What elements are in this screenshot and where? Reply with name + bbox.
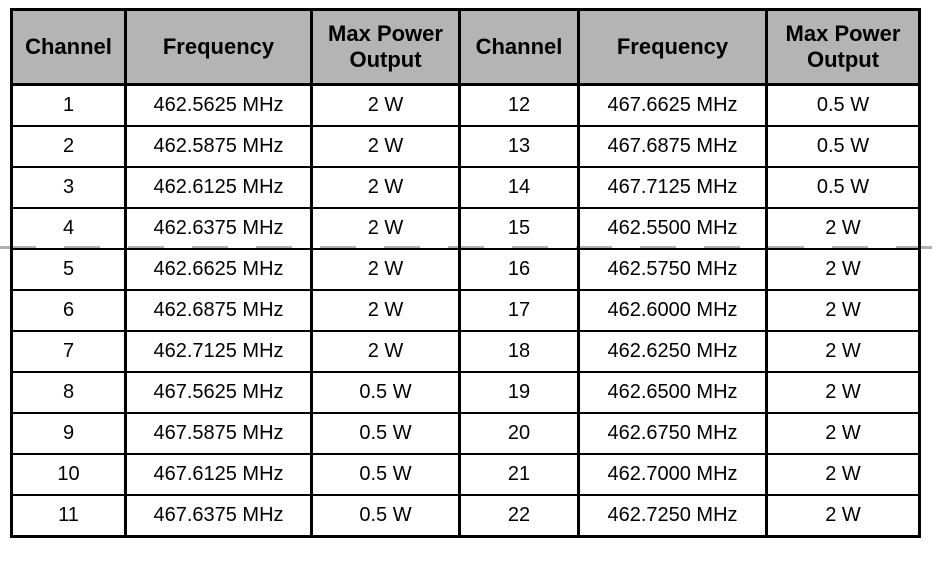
cell-channel: 8 [10,371,127,414]
table-row: 5 462.6625 MHz 2 W 16 462.5750 MHz 2 W [10,248,921,291]
cell-power: 0.5 W [310,453,461,496]
cell-channel: 11 [10,494,127,538]
cell-frequency: 462.6500 MHz [577,371,768,414]
cell-power: 2 W [765,453,921,496]
table-row: 11 467.6375 MHz 0.5 W 22 462.7250 MHz 2 … [10,494,921,538]
channel-frequency-table: Channel Frequency Max Power Output Chann… [10,8,921,538]
cell-channel: 18 [458,330,580,373]
cell-frequency: 467.6625 MHz [577,83,768,127]
cell-channel: 1 [10,83,127,127]
cell-frequency: 467.7125 MHz [577,166,768,209]
table-row: 7 462.7125 MHz 2 W 18 462.6250 MHz 2 W [10,330,921,373]
table-row: 8 467.5625 MHz 0.5 W 19 462.6500 MHz 2 W [10,371,921,414]
cell-power: 2 W [310,125,461,168]
table-row: 4 462.6375 MHz 2 W 15 462.5500 MHz 2 W [10,207,921,250]
cell-power: 0.5 W [765,125,921,168]
cell-channel: 16 [458,248,580,291]
cell-channel: 13 [458,125,580,168]
table-row: 9 467.5875 MHz 0.5 W 20 462.6750 MHz 2 W [10,412,921,455]
table-row: 2 462.5875 MHz 2 W 13 467.6875 MHz 0.5 W [10,125,921,168]
cell-frequency: 467.6375 MHz [124,494,313,538]
cell-channel: 17 [458,289,580,332]
header-max-power-left: Max Power Output [310,8,461,86]
cell-frequency: 462.6875 MHz [124,289,313,332]
cell-frequency: 462.6625 MHz [124,248,313,291]
cell-channel: 7 [10,330,127,373]
header-channel-left: Channel [10,8,127,86]
table-row: 1 462.5625 MHz 2 W 12 467.6625 MHz 0.5 W [10,83,921,127]
table-row: 3 462.6125 MHz 2 W 14 467.7125 MHz 0.5 W [10,166,921,209]
cell-channel: 2 [10,125,127,168]
cell-power: 2 W [765,412,921,455]
cell-channel: 19 [458,371,580,414]
cell-power: 2 W [765,494,921,538]
cell-power: 2 W [310,207,461,250]
cell-power: 2 W [765,248,921,291]
cell-frequency: 462.5750 MHz [577,248,768,291]
cell-power: 2 W [310,166,461,209]
header-max-power-right: Max Power Output [765,8,921,86]
cell-power: 0.5 W [765,166,921,209]
cell-frequency: 462.5500 MHz [577,207,768,250]
cell-frequency: 467.6875 MHz [577,125,768,168]
cell-power: 2 W [765,371,921,414]
cell-frequency: 462.6000 MHz [577,289,768,332]
cell-power: 2 W [765,289,921,332]
cell-power: 2 W [310,83,461,127]
cell-channel: 22 [458,494,580,538]
cell-frequency: 462.5875 MHz [124,125,313,168]
header-channel-right: Channel [458,8,580,86]
cell-power: 2 W [310,248,461,291]
cell-frequency: 467.6125 MHz [124,453,313,496]
cell-channel: 3 [10,166,127,209]
cell-channel: 12 [458,83,580,127]
cell-frequency: 462.6250 MHz [577,330,768,373]
cell-power: 2 W [765,330,921,373]
cell-frequency: 462.7000 MHz [577,453,768,496]
cell-channel: 5 [10,248,127,291]
cell-power: 2 W [765,207,921,250]
cell-channel: 4 [10,207,127,250]
cell-channel: 15 [458,207,580,250]
cell-channel: 6 [10,289,127,332]
cell-frequency: 462.6375 MHz [124,207,313,250]
header-frequency-right: Frequency [577,8,768,86]
cell-frequency: 467.5625 MHz [124,371,313,414]
table-row: 6 462.6875 MHz 2 W 17 462.6000 MHz 2 W [10,289,921,332]
cell-frequency: 462.6125 MHz [124,166,313,209]
cell-frequency: 462.7250 MHz [577,494,768,538]
table-row: 10 467.6125 MHz 0.5 W 21 462.7000 MHz 2 … [10,453,921,496]
cell-channel: 14 [458,166,580,209]
cell-power: 0.5 W [310,412,461,455]
cell-power: 2 W [310,289,461,332]
cell-frequency: 467.5875 MHz [124,412,313,455]
cell-frequency: 462.5625 MHz [124,83,313,127]
cell-channel: 21 [458,453,580,496]
cell-frequency: 462.6750 MHz [577,412,768,455]
cell-frequency: 462.7125 MHz [124,330,313,373]
cell-channel: 9 [10,412,127,455]
cell-channel: 10 [10,453,127,496]
cell-power: 0.5 W [765,83,921,127]
cell-power: 0.5 W [310,371,461,414]
header-row: Channel Frequency Max Power Output Chann… [10,8,921,86]
cell-power: 2 W [310,330,461,373]
header-frequency-left: Frequency [124,8,313,86]
cell-channel: 20 [458,412,580,455]
cell-power: 0.5 W [310,494,461,538]
